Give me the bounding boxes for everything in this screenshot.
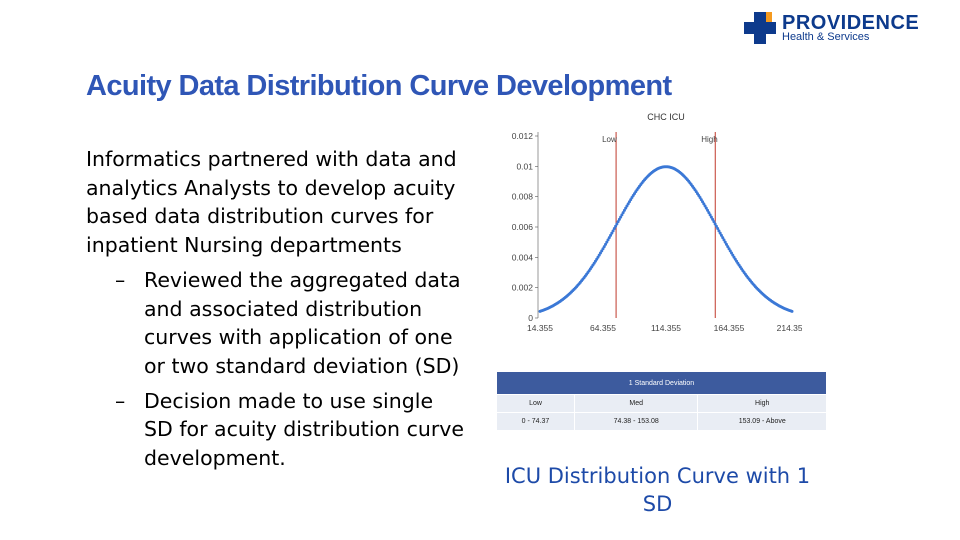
- column-med: Med: [574, 395, 698, 412]
- x-tick-label: 114.355: [651, 323, 681, 333]
- curve-point: [605, 240, 609, 244]
- curve-point: [616, 220, 620, 224]
- y-tick-label: 0.012: [512, 131, 534, 141]
- sub-bullet-decision: – Decision made to use single SD for acu…: [86, 387, 466, 473]
- curve-point: [706, 208, 710, 212]
- curve-point: [621, 211, 625, 215]
- sd-marker-label: Low: [602, 135, 617, 144]
- curve-point: [790, 309, 794, 313]
- curve-point: [611, 229, 615, 233]
- table-row: 0 - 74.37 74.38 - 153.08 153.09 - Above: [497, 413, 826, 430]
- curve-point: [718, 231, 722, 235]
- curve-point: [612, 227, 616, 231]
- y-tick-label: 0.01: [516, 161, 533, 171]
- distribution-chart: CHC ICU 0 0.002 0.004 0.006 0.008 0.01 0.012 14.…: [512, 112, 802, 333]
- curve-point: [607, 236, 611, 240]
- x-tick-label: 64.355: [590, 323, 616, 333]
- curve-point: [606, 238, 610, 242]
- y-tick-label: 0: [528, 313, 533, 323]
- slide-title: Acuity Data Distribution Curve Developme…: [86, 70, 672, 102]
- curve-point: [707, 211, 711, 215]
- main-bullet: Informatics partnered with data and anal…: [86, 145, 466, 473]
- high-range-cell: 153.09 - Above: [698, 413, 826, 430]
- curve-point: [610, 231, 614, 235]
- curve-point: [601, 247, 605, 251]
- curve-point: [619, 215, 623, 219]
- table-row: Low Med High: [497, 395, 826, 412]
- y-tick-label: 0.004: [512, 252, 534, 262]
- dash-marker: –: [115, 267, 126, 292]
- column-low: Low: [497, 395, 574, 412]
- curve-point: [614, 224, 618, 228]
- curve-point: [609, 233, 613, 237]
- curve-point: [713, 222, 717, 226]
- x-tick-label: 214.355: [777, 323, 802, 333]
- curve-point: [615, 222, 619, 226]
- curve-point: [714, 224, 718, 228]
- curve-point: [617, 217, 621, 221]
- curve-point: [722, 238, 726, 242]
- curve-point: [622, 208, 626, 212]
- low-range-cell: 0 - 74.37: [497, 413, 574, 430]
- chart-caption: ICU Distribution Curve with 1 SD: [504, 464, 811, 516]
- sd-marker-label: High: [701, 135, 717, 144]
- curve-point: [717, 229, 721, 233]
- bullet-list: Informatics partnered with data and anal…: [86, 145, 466, 479]
- curve-point: [624, 206, 628, 210]
- sub-bullet-reviewed: – Reviewed the aggregated data and assoc…: [86, 266, 466, 381]
- y-tick-label: 0.002: [512, 283, 534, 293]
- curve-point: [719, 233, 723, 237]
- column-high: High: [698, 395, 826, 412]
- curve-point: [703, 204, 707, 208]
- curve-point: [721, 236, 725, 240]
- curve-point: [604, 242, 608, 246]
- sd-table: 1 Standard Deviation Low Med High 0 - 74…: [496, 371, 827, 431]
- sub-bullet-list: – Reviewed the aggregated data and assoc…: [86, 266, 466, 473]
- y-tick-label: 0.006: [512, 222, 534, 232]
- curve-point: [716, 227, 720, 231]
- med-range-cell: 74.38 - 153.08: [574, 413, 698, 430]
- y-tick-label: 0.008: [512, 192, 534, 202]
- dash-marker: –: [115, 388, 126, 413]
- curve-point: [708, 213, 712, 217]
- curve-point: [724, 242, 728, 246]
- logo-tagline: Health & Services: [782, 31, 870, 43]
- x-tick-label: 164.355: [714, 323, 745, 333]
- sd-table-header: 1 Standard Deviation: [497, 372, 826, 394]
- x-tick-label: 14.355: [527, 323, 553, 333]
- sub-bullet-text: Decision made to use single SD for acuit…: [144, 388, 465, 471]
- curve-point: [704, 206, 708, 210]
- chart-title: CHC ICU: [647, 112, 685, 122]
- cross-logo-icon: [744, 12, 776, 44]
- main-bullet-text: Informatics partnered with data and anal…: [86, 147, 457, 258]
- curve-point: [712, 220, 716, 224]
- curve-point: [723, 240, 727, 244]
- sub-bullet-text: Reviewed the aggregated data and associa…: [144, 267, 461, 378]
- curve-point: [709, 215, 713, 219]
- providence-logo: PROVIDENCE Health & Services: [742, 10, 942, 46]
- curve-point: [620, 213, 624, 217]
- curve-point: [602, 245, 606, 249]
- curve-point: [726, 245, 730, 249]
- logo-brand-text: PROVIDENCE: [782, 12, 920, 34]
- curve-point: [711, 217, 715, 221]
